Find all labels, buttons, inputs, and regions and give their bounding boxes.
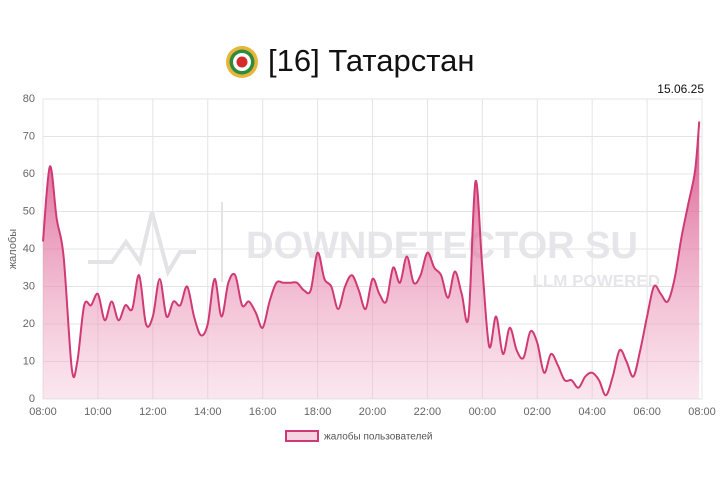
x-tick-label: 12:00 [139,406,167,418]
watermark: DOWNDETECTOR SU [246,225,638,267]
emblem [226,46,258,78]
x-tick-label: 04:00 [578,406,606,418]
y-tick-label: 0 [29,393,35,405]
y-tick-label: 60 [23,168,35,180]
x-tick-label: 06:00 [633,406,661,418]
line [42,121,701,397]
y-tick-label: 20 [23,318,35,330]
legend-label: жалобы пользователей [324,431,433,443]
x-tick-label: 00:00 [469,406,497,418]
y-tick-label: 10 [23,355,35,367]
x-tick-label: 02:00 [523,406,551,418]
x-tick-label: 20:00 [359,406,387,418]
watermark-icon [88,202,223,282]
chart-title: [16] Татарстан [268,43,474,78]
y-axis-label: жалобы [7,229,19,269]
x-tick-label: 10:00 [84,406,112,418]
date-label: 15.06.25 [657,82,704,96]
x-tick-label: 08:00 [688,406,716,418]
x-tick-label: 08:00 [29,406,57,418]
y-tick-label: 50 [23,205,35,217]
y-tick-label: 80 [23,93,35,105]
x-tick-label: 18:00 [304,406,332,418]
x-tick-label: 22:00 [414,406,442,418]
y-tick-label: 30 [23,280,35,292]
x-tick-label: 14:00 [194,406,222,418]
y-tick-label: 70 [23,130,35,142]
legend-swatch [285,430,319,442]
y-tick-label: 40 [23,243,35,255]
watermark-sub: LLM POWERED [533,271,661,290]
x-tick-label: 16:00 [249,406,277,418]
